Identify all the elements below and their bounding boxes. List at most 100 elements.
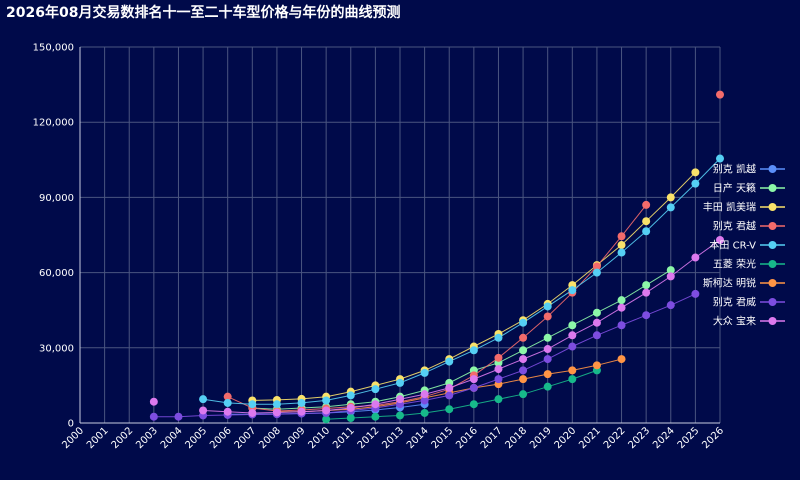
data-point[interactable] xyxy=(568,331,577,340)
data-point[interactable] xyxy=(716,154,724,163)
data-point[interactable] xyxy=(543,382,552,391)
data-point[interactable] xyxy=(174,412,183,421)
data-point[interactable] xyxy=(666,266,675,275)
data-point[interactable] xyxy=(543,345,552,354)
data-point[interactable] xyxy=(223,392,232,401)
data-point[interactable] xyxy=(519,346,528,355)
data-point[interactable] xyxy=(519,390,528,399)
data-point[interactable] xyxy=(346,413,355,422)
data-point[interactable] xyxy=(642,281,651,290)
data-point[interactable] xyxy=(642,227,651,236)
data-point[interactable] xyxy=(691,253,700,262)
data-point[interactable] xyxy=(223,398,232,407)
data-point[interactable] xyxy=(617,232,626,241)
data-point[interactable] xyxy=(617,355,626,364)
data-point[interactable] xyxy=(642,311,651,320)
data-point[interactable] xyxy=(666,193,675,202)
data-point[interactable] xyxy=(642,288,651,297)
data-point[interactable] xyxy=(420,368,429,377)
data-point[interactable] xyxy=(420,408,429,417)
data-point[interactable] xyxy=(642,217,651,226)
data-point[interactable] xyxy=(543,370,552,379)
data-point[interactable] xyxy=(617,303,626,312)
data-point[interactable] xyxy=(617,248,626,257)
data-point[interactable] xyxy=(469,375,478,384)
legend-label[interactable]: 别克 凯越 xyxy=(713,163,756,176)
legend-marker[interactable] xyxy=(768,165,777,173)
data-point[interactable] xyxy=(592,268,601,277)
data-point[interactable] xyxy=(617,296,626,305)
data-point[interactable] xyxy=(568,321,577,330)
data-point[interactable] xyxy=(666,301,675,310)
data-point[interactable] xyxy=(691,168,700,177)
data-point[interactable] xyxy=(469,383,478,392)
legend-label[interactable]: 斯柯达 明锐 xyxy=(703,277,756,290)
data-point[interactable] xyxy=(149,412,158,421)
data-point[interactable] xyxy=(445,357,454,366)
data-point[interactable] xyxy=(592,318,601,327)
data-point[interactable] xyxy=(543,355,552,364)
legend-marker[interactable] xyxy=(768,317,777,325)
data-point[interactable] xyxy=(592,361,601,370)
data-point[interactable] xyxy=(322,406,331,415)
legend-label[interactable]: 本田 CR-V xyxy=(709,239,756,252)
data-point[interactable] xyxy=(494,375,503,384)
legend-label[interactable]: 别克 君威 xyxy=(713,296,756,309)
data-point[interactable] xyxy=(469,400,478,409)
data-point[interactable] xyxy=(322,396,331,405)
data-point[interactable] xyxy=(543,312,552,321)
data-point[interactable] xyxy=(568,342,577,351)
legend-label[interactable]: 五菱 荣光 xyxy=(713,258,756,271)
data-point[interactable] xyxy=(592,308,601,317)
data-point[interactable] xyxy=(420,396,429,405)
data-point[interactable] xyxy=(519,366,528,375)
data-point[interactable] xyxy=(568,286,577,295)
data-point[interactable] xyxy=(519,375,528,384)
data-point[interactable] xyxy=(445,391,454,400)
data-point[interactable] xyxy=(371,400,380,409)
data-point[interactable] xyxy=(297,407,306,416)
legend-marker[interactable] xyxy=(768,184,777,192)
data-point[interactable] xyxy=(371,412,380,421)
data-point[interactable] xyxy=(716,90,724,99)
data-point[interactable] xyxy=(617,241,626,250)
data-point[interactable] xyxy=(149,397,158,406)
data-point[interactable] xyxy=(469,346,478,355)
legend-label[interactable]: 大众 宝来 xyxy=(713,315,756,328)
data-point[interactable] xyxy=(666,272,675,281)
legend-marker[interactable] xyxy=(768,298,777,306)
legend-marker[interactable] xyxy=(768,260,777,268)
data-point[interactable] xyxy=(494,365,503,374)
legend-label[interactable]: 丰田 凯美瑞 xyxy=(703,201,756,214)
data-point[interactable] xyxy=(396,395,404,404)
legend-marker[interactable] xyxy=(768,241,777,249)
data-point[interactable] xyxy=(691,289,700,298)
data-point[interactable] xyxy=(346,391,355,400)
legend-label[interactable]: 别克 君越 xyxy=(713,220,756,233)
data-point[interactable] xyxy=(272,408,281,417)
data-point[interactable] xyxy=(445,405,454,414)
data-point[interactable] xyxy=(199,406,208,415)
data-point[interactable] xyxy=(494,353,503,362)
data-point[interactable] xyxy=(617,321,626,330)
data-point[interactable] xyxy=(445,383,454,392)
data-point[interactable] xyxy=(543,302,552,311)
data-point[interactable] xyxy=(519,318,528,327)
data-point[interactable] xyxy=(248,400,257,409)
data-point[interactable] xyxy=(297,398,306,407)
data-point[interactable] xyxy=(543,333,552,342)
data-point[interactable] xyxy=(396,411,404,420)
data-point[interactable] xyxy=(642,200,651,209)
data-point[interactable] xyxy=(592,262,601,271)
data-point[interactable] xyxy=(322,415,331,424)
legend-marker[interactable] xyxy=(768,279,777,287)
data-point[interactable] xyxy=(494,333,503,342)
data-point[interactable] xyxy=(199,395,208,404)
data-point[interactable] xyxy=(494,395,503,404)
legend-marker[interactable] xyxy=(768,203,777,211)
data-point[interactable] xyxy=(666,203,675,212)
data-point[interactable] xyxy=(371,385,380,394)
data-point[interactable] xyxy=(272,400,281,409)
data-point[interactable] xyxy=(248,408,257,417)
data-point[interactable] xyxy=(519,355,528,364)
